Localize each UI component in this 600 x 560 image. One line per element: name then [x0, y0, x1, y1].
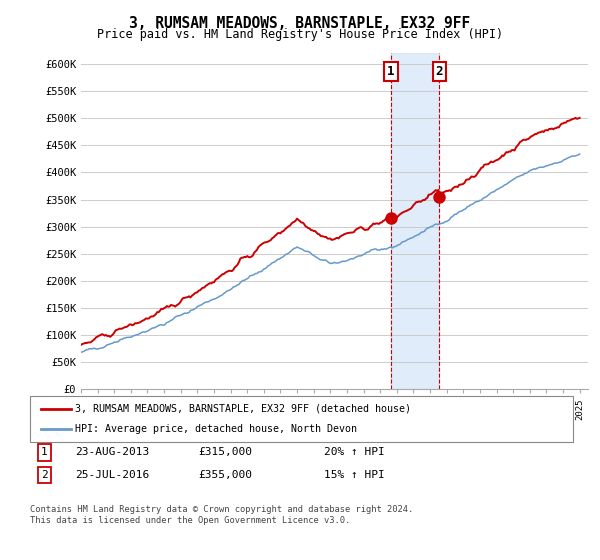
Text: HPI: Average price, detached house, North Devon: HPI: Average price, detached house, Nort… — [75, 424, 357, 434]
Bar — [391, 53, 439, 389]
Text: Price paid vs. HM Land Registry's House Price Index (HPI): Price paid vs. HM Land Registry's House … — [97, 28, 503, 41]
Text: 2: 2 — [436, 65, 443, 78]
Text: Contains HM Land Registry data © Crown copyright and database right 2024.
This d: Contains HM Land Registry data © Crown c… — [30, 505, 413, 525]
Text: 1: 1 — [41, 447, 47, 458]
Text: 3, RUMSAM MEADOWS, BARNSTAPLE, EX32 9FF (detached house): 3, RUMSAM MEADOWS, BARNSTAPLE, EX32 9FF … — [75, 404, 411, 414]
Text: 2: 2 — [41, 470, 47, 480]
Text: 3, RUMSAM MEADOWS, BARNSTAPLE, EX32 9FF: 3, RUMSAM MEADOWS, BARNSTAPLE, EX32 9FF — [130, 16, 470, 31]
Text: 25-JUL-2016: 25-JUL-2016 — [75, 470, 149, 480]
Text: £355,000: £355,000 — [198, 470, 252, 480]
Text: £315,000: £315,000 — [198, 447, 252, 458]
Text: 1: 1 — [387, 65, 395, 78]
Text: 23-AUG-2013: 23-AUG-2013 — [75, 447, 149, 458]
Text: 15% ↑ HPI: 15% ↑ HPI — [324, 470, 385, 480]
Text: 20% ↑ HPI: 20% ↑ HPI — [324, 447, 385, 458]
